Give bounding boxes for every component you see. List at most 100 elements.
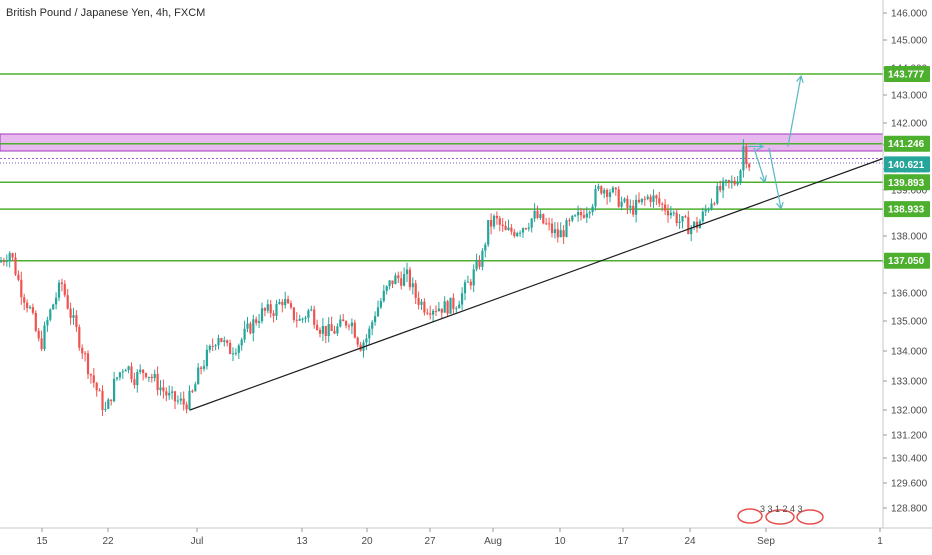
candle-body: [397, 275, 400, 279]
candle-body: [226, 340, 229, 343]
candle-body: [701, 211, 704, 222]
candle-bullish: [565, 218, 568, 238]
candle-body: [498, 218, 501, 225]
candle-bullish: [339, 314, 342, 328]
candle-body: [46, 319, 49, 326]
candle-bullish: [5, 254, 8, 267]
level-layer: [0, 73, 883, 262]
candle-body: [252, 319, 255, 334]
candle-bullish: [507, 219, 510, 231]
candle-body: [289, 303, 293, 308]
arrow-shaft: [768, 147, 782, 209]
candle-bullish: [646, 194, 649, 201]
badge-label: 141.246: [888, 139, 925, 150]
candle-body: [130, 366, 133, 380]
candle-bullish: [672, 210, 675, 217]
candle-body: [376, 307, 380, 317]
candle-bullish: [382, 284, 385, 303]
candle-bullish: [591, 203, 594, 216]
candle-body: [55, 297, 58, 305]
candle-bearish: [501, 217, 504, 232]
candle-body: [156, 373, 159, 391]
candle-body: [159, 387, 162, 391]
candle-bearish: [626, 195, 629, 215]
candle-bearish: [98, 388, 101, 392]
candle-bullish: [736, 175, 739, 187]
level-badge: 143.777: [884, 66, 930, 83]
candle-body: [449, 297, 452, 314]
candle-body: [0, 261, 3, 263]
candle-bullish: [284, 291, 287, 309]
candle-body: [492, 215, 496, 227]
price-tick-label: 132.000: [891, 406, 928, 417]
candle-bearish: [434, 305, 438, 316]
candle-bullish: [127, 365, 130, 374]
candle-bullish: [620, 196, 623, 211]
candle-bearish: [330, 316, 333, 332]
time-tick-label: 15: [36, 536, 48, 547]
candle-bullish: [403, 267, 406, 287]
candle-body: [40, 338, 43, 350]
candle-body: [318, 329, 322, 334]
candle-body: [542, 214, 545, 224]
candle-bearish: [86, 350, 90, 380]
price-tick-label: 136.000: [891, 289, 928, 300]
candle-body: [461, 293, 464, 305]
level-badge: 141.246: [884, 135, 930, 152]
candle-bullish: [136, 369, 139, 393]
candle-bullish: [420, 298, 423, 310]
candle-body: [246, 323, 249, 329]
candle-bearish: [84, 351, 87, 362]
candle-bearish: [504, 221, 507, 231]
candle-bullish: [223, 336, 226, 347]
candle-bearish: [211, 338, 214, 352]
candle-body: [75, 315, 78, 328]
candle-bullish: [487, 219, 490, 247]
candle-body: [60, 282, 63, 284]
candle-body: [614, 187, 617, 190]
candle-bearish: [727, 179, 730, 189]
candle-body: [443, 301, 446, 313]
candle-bearish: [649, 194, 652, 208]
candle-bearish: [20, 271, 23, 305]
candle-body: [191, 390, 194, 392]
candle-bullish: [298, 314, 301, 322]
candle-body: [739, 170, 742, 183]
candle-body: [371, 322, 374, 329]
candle-bearish: [606, 188, 609, 205]
candle-bullish: [669, 206, 672, 219]
candle-bullish: [304, 315, 307, 323]
candle-bullish: [246, 316, 249, 333]
candle-bullish: [484, 242, 487, 258]
arrow-shaft: [787, 75, 802, 147]
candle-body: [118, 372, 121, 378]
time-axis[interactable]: 15 22 Jul 13 20 27 Aug 10 17 24 Sep 1: [36, 528, 883, 547]
badge-label: 138.933: [888, 205, 925, 216]
candle-bearish: [536, 205, 539, 220]
candle-body: [620, 201, 623, 207]
candle-bearish: [342, 313, 345, 322]
candle-body: [458, 304, 461, 309]
candle-body: [165, 391, 168, 396]
candle-bullish: [171, 386, 174, 400]
candle-body: [69, 308, 72, 318]
candle-body: [223, 340, 226, 342]
candle-body: [611, 187, 614, 193]
candle-bullish: [46, 316, 49, 332]
candle-bearish: [614, 187, 617, 196]
candle-body: [266, 304, 269, 311]
candle-body: [8, 253, 11, 261]
candle-body: [736, 182, 739, 185]
candle-body: [577, 212, 580, 216]
candle-body: [463, 282, 467, 294]
candle-bullish: [678, 214, 681, 229]
candle-body: [693, 221, 696, 228]
candle-bearish: [110, 399, 113, 406]
candle-bearish: [353, 319, 356, 339]
candle-body: [298, 318, 301, 321]
candle-bearish: [75, 310, 78, 332]
price-tick-label: 134.000: [891, 347, 928, 358]
candle-bearish: [687, 210, 690, 235]
